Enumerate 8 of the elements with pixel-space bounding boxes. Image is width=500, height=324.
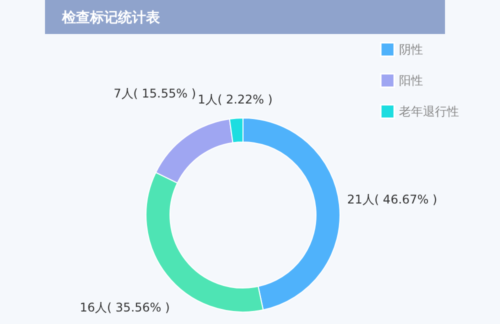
chart-title: 检查标记统计表 xyxy=(61,9,161,26)
data-label: 21人( 46.67% ) xyxy=(347,192,438,206)
legend-label: 阳性 xyxy=(399,74,423,88)
legend-label: 老年退行性 xyxy=(399,104,459,118)
legend-label: 阴性 xyxy=(399,42,423,56)
data-label: 16人( 35.56% ) xyxy=(80,300,170,314)
data-label: 1人( 2.22% ) xyxy=(198,92,273,106)
data-label: 7人( 15.55% ) xyxy=(114,86,196,101)
